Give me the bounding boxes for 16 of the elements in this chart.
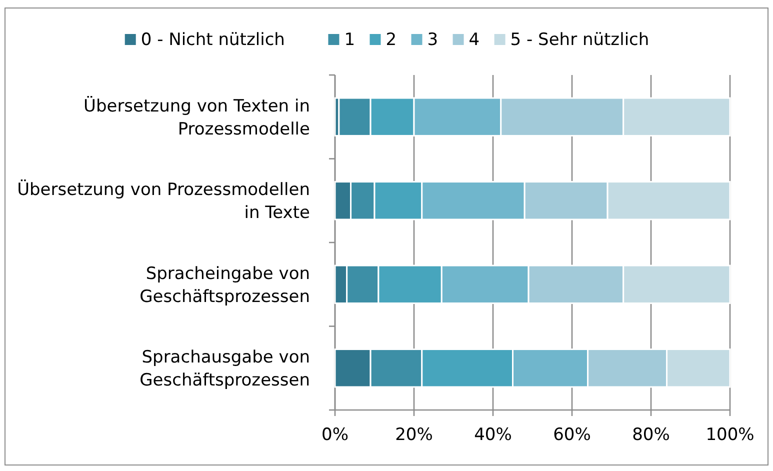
legend-label: 1 xyxy=(344,30,356,50)
x-tick-label: 80% xyxy=(632,425,670,445)
y-tick-label: Sprachausgabe von Geschäftsprozessen xyxy=(140,348,310,391)
legend-label: 5 - Sehr nützlich xyxy=(510,30,650,50)
legend-label: 3 xyxy=(427,30,438,50)
x-tick-label: 0% xyxy=(322,425,348,445)
x-tick-label: 100% xyxy=(706,425,754,445)
legend-label: 4 xyxy=(468,30,480,50)
legend-label: 0 - Nicht nützlich xyxy=(140,30,285,50)
y-tick-label: Spracheingabe von Geschäftsprozessen xyxy=(140,264,310,307)
x-tick-label: 60% xyxy=(553,425,591,445)
legend-label: 2 xyxy=(386,30,397,50)
x-tick-label: 20% xyxy=(395,425,433,445)
y-tick-label: Übersetzung von Texten in Prozessmodelle xyxy=(84,95,310,140)
y-tick-label: Übersetzung von Prozessmodellen in Texte xyxy=(17,179,310,224)
x-tick-label: 40% xyxy=(474,425,512,445)
